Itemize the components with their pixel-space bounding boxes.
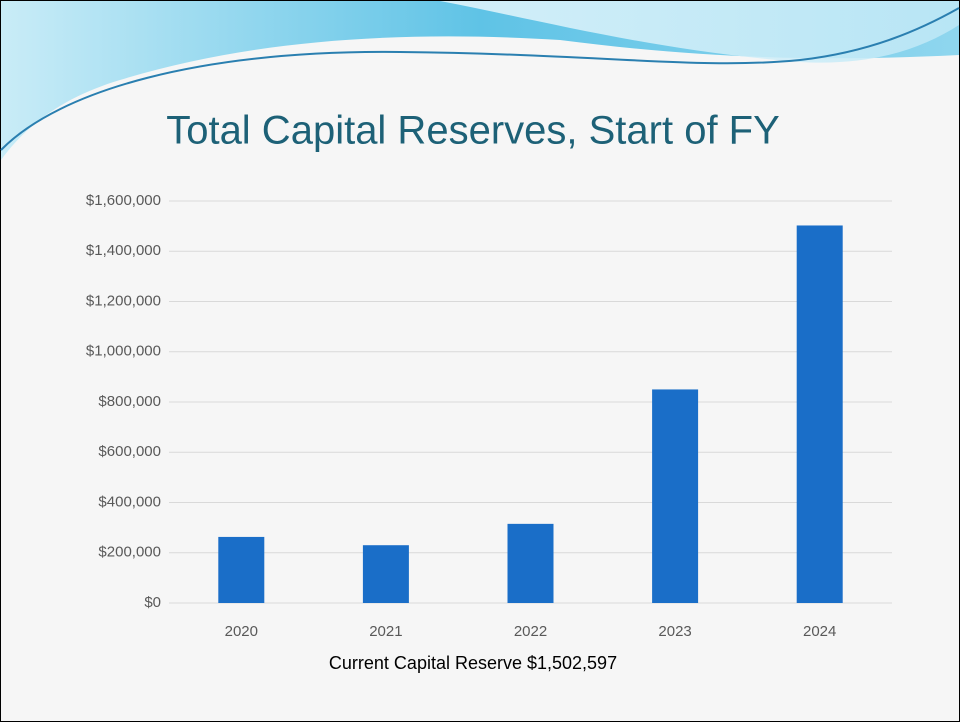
y-tick-label: $1,000,000 bbox=[86, 343, 161, 360]
y-tick-label: $600,000 bbox=[98, 443, 161, 460]
annotation: Current Capital Reserve $1,502,597 bbox=[329, 653, 617, 673]
header-wave-light bbox=[440, 1, 959, 63]
chart-title: Total Capital Reserves, Start of FY bbox=[166, 109, 780, 153]
y-tick-label: $400,000 bbox=[98, 493, 161, 510]
x-tick-label: 2024 bbox=[803, 623, 836, 640]
y-tick-label: $1,600,000 bbox=[86, 192, 161, 209]
y-tick-label: $1,400,000 bbox=[86, 242, 161, 259]
bar bbox=[507, 523, 554, 603]
bar bbox=[652, 389, 699, 603]
bar bbox=[796, 225, 843, 603]
x-tick-label: 2022 bbox=[514, 623, 547, 640]
y-tick-label: $800,000 bbox=[98, 393, 161, 410]
y-tick-label: $1,200,000 bbox=[86, 292, 161, 309]
x-tick-label: 2020 bbox=[225, 623, 258, 640]
x-tick-label: 2023 bbox=[658, 623, 691, 640]
bar bbox=[362, 545, 409, 603]
x-tick-label: 2021 bbox=[369, 623, 402, 640]
y-tick-label: $0 bbox=[144, 594, 161, 611]
header-line bbox=[0, 7, 960, 151]
y-tick-label: $200,000 bbox=[98, 544, 161, 561]
bar bbox=[218, 536, 265, 603]
